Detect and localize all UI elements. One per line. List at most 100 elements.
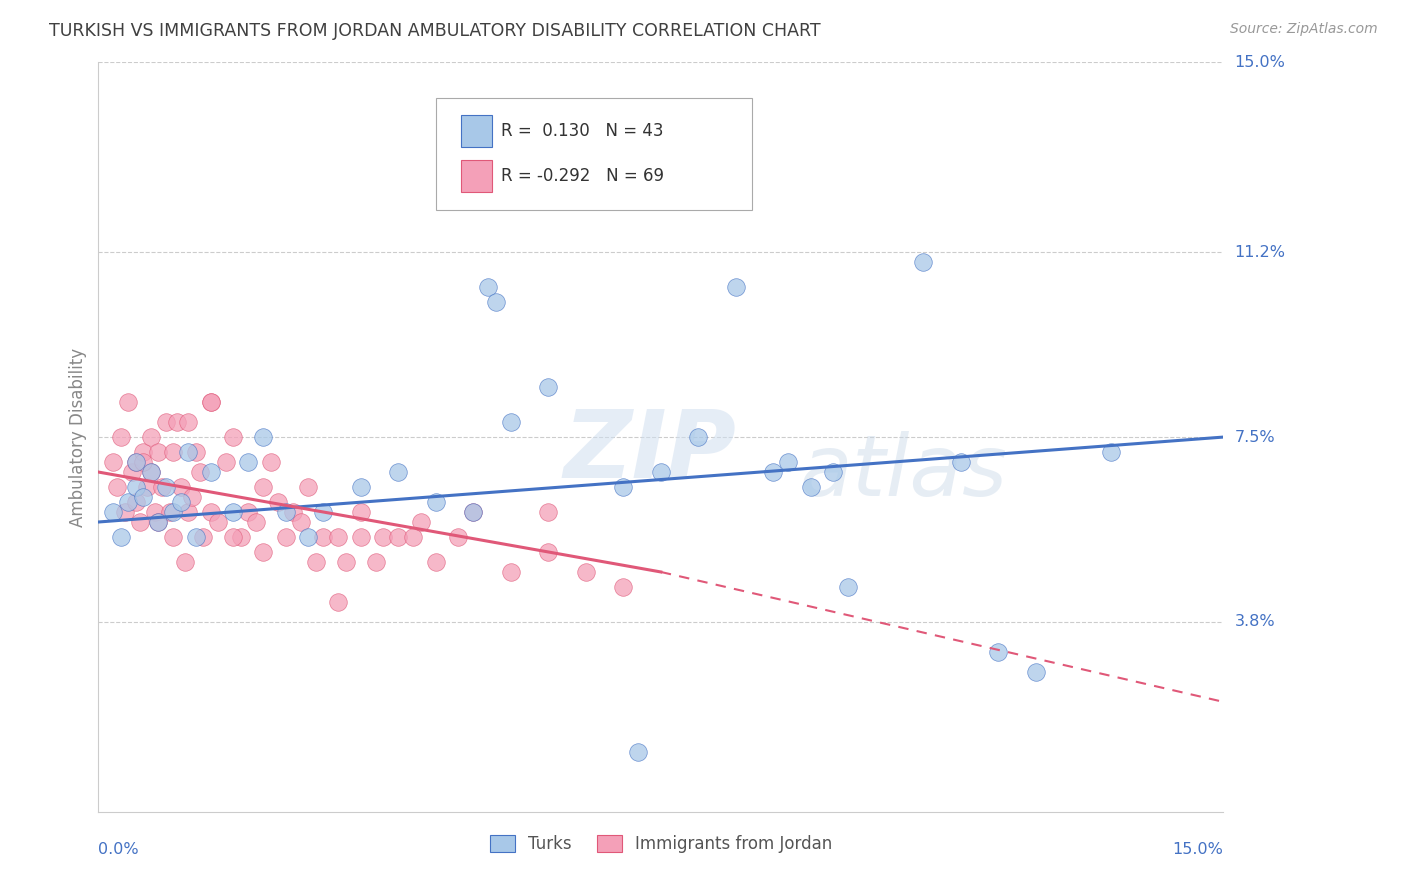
Point bbox=[387, 530, 409, 544]
Point bbox=[290, 515, 312, 529]
Point bbox=[136, 480, 159, 494]
Text: 7.5%: 7.5% bbox=[1234, 430, 1275, 444]
Point bbox=[170, 480, 193, 494]
Point bbox=[125, 480, 148, 494]
Point bbox=[184, 530, 207, 544]
Point bbox=[184, 445, 207, 459]
Point bbox=[260, 455, 283, 469]
Point bbox=[170, 495, 193, 509]
Point bbox=[110, 530, 132, 544]
Point bbox=[103, 505, 125, 519]
Point bbox=[121, 465, 143, 479]
Point bbox=[128, 515, 150, 529]
Point bbox=[912, 255, 935, 269]
Y-axis label: Ambulatory Disability: Ambulatory Disability bbox=[69, 348, 87, 526]
Point bbox=[274, 530, 297, 544]
Point bbox=[612, 580, 634, 594]
Point bbox=[150, 480, 173, 494]
Point bbox=[110, 430, 132, 444]
Point bbox=[177, 445, 200, 459]
Point bbox=[177, 505, 200, 519]
Point bbox=[139, 465, 162, 479]
Point bbox=[132, 490, 155, 504]
Point bbox=[200, 395, 222, 409]
Point bbox=[132, 455, 155, 469]
Point bbox=[162, 530, 184, 544]
Point bbox=[1025, 665, 1047, 679]
Text: 0.0%: 0.0% bbox=[98, 842, 139, 857]
Text: TURKISH VS IMMIGRANTS FROM JORDAN AMBULATORY DISABILITY CORRELATION CHART: TURKISH VS IMMIGRANTS FROM JORDAN AMBULA… bbox=[49, 22, 821, 40]
Point bbox=[297, 530, 319, 544]
Point bbox=[117, 395, 139, 409]
Text: 3.8%: 3.8% bbox=[1234, 615, 1275, 630]
Point bbox=[193, 530, 215, 544]
Legend: Turks, Immigrants from Jordan: Turks, Immigrants from Jordan bbox=[482, 828, 839, 860]
Point bbox=[335, 555, 357, 569]
Point bbox=[627, 745, 650, 759]
Point bbox=[238, 455, 260, 469]
Text: Source: ZipAtlas.com: Source: ZipAtlas.com bbox=[1230, 22, 1378, 37]
Point bbox=[148, 515, 170, 529]
Point bbox=[477, 280, 499, 294]
Text: 15.0%: 15.0% bbox=[1234, 55, 1285, 70]
Point bbox=[463, 505, 485, 519]
Point bbox=[499, 415, 522, 429]
Point bbox=[103, 455, 125, 469]
Point bbox=[447, 530, 470, 544]
Point bbox=[252, 545, 274, 559]
Point bbox=[207, 515, 229, 529]
Text: atlas: atlas bbox=[800, 431, 1008, 514]
Point bbox=[724, 280, 747, 294]
Point bbox=[105, 480, 128, 494]
Point bbox=[222, 430, 245, 444]
Point bbox=[350, 530, 373, 544]
Point bbox=[125, 455, 148, 469]
Point bbox=[252, 430, 274, 444]
Point bbox=[425, 495, 447, 509]
Point bbox=[575, 565, 598, 579]
Point bbox=[125, 455, 148, 469]
Point bbox=[537, 380, 560, 394]
Point bbox=[162, 505, 184, 519]
Text: 15.0%: 15.0% bbox=[1173, 842, 1223, 857]
Point bbox=[612, 480, 634, 494]
Point bbox=[125, 495, 148, 509]
Point bbox=[114, 505, 136, 519]
Text: 11.2%: 11.2% bbox=[1234, 244, 1285, 260]
Point bbox=[463, 505, 485, 519]
Point bbox=[328, 595, 350, 609]
Point bbox=[162, 445, 184, 459]
Point bbox=[987, 645, 1010, 659]
Point bbox=[155, 480, 177, 494]
Point bbox=[188, 465, 211, 479]
Point bbox=[155, 415, 177, 429]
Point bbox=[409, 515, 432, 529]
Point bbox=[387, 465, 409, 479]
Point bbox=[800, 480, 823, 494]
Point bbox=[222, 530, 245, 544]
Text: R =  0.130   N = 43: R = 0.130 N = 43 bbox=[501, 122, 664, 140]
Point bbox=[181, 490, 204, 504]
Point bbox=[1099, 445, 1122, 459]
Point bbox=[688, 430, 710, 444]
Point bbox=[274, 505, 297, 519]
Point bbox=[215, 455, 238, 469]
Point bbox=[425, 555, 447, 569]
Point bbox=[537, 505, 560, 519]
Point bbox=[238, 505, 260, 519]
Point bbox=[328, 530, 350, 544]
Point bbox=[485, 295, 508, 310]
Point bbox=[139, 430, 162, 444]
Point bbox=[297, 480, 319, 494]
Point bbox=[117, 495, 139, 509]
Point bbox=[364, 555, 387, 569]
Point bbox=[229, 530, 252, 544]
Point bbox=[402, 530, 425, 544]
Point bbox=[823, 465, 845, 479]
Point bbox=[173, 555, 195, 569]
Point bbox=[245, 515, 267, 529]
Point bbox=[252, 480, 274, 494]
Point bbox=[148, 445, 170, 459]
Point bbox=[305, 555, 328, 569]
Point bbox=[650, 465, 672, 479]
